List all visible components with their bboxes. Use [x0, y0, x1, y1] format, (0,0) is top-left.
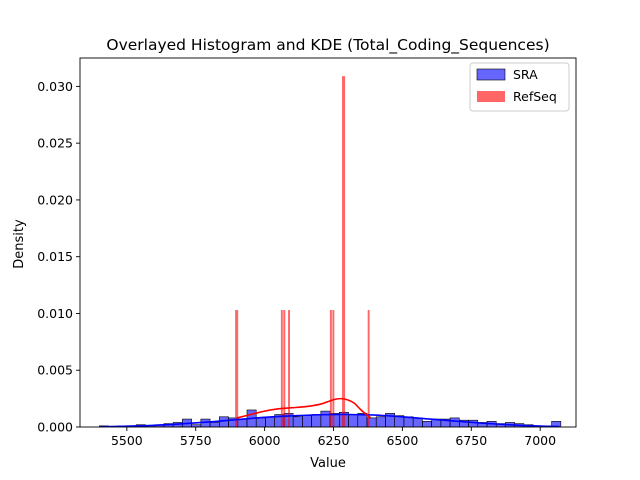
legend-swatch-sra: [476, 68, 506, 81]
refseq-bar: [342, 76, 346, 427]
y-tick-label: 0.000: [37, 420, 73, 435]
sra-bar: [348, 414, 359, 427]
legend-label-sra: SRA: [513, 67, 538, 82]
sra-bar: [468, 419, 479, 427]
sra-bar: [449, 417, 460, 427]
sra-bar: [265, 416, 275, 427]
legend-swatch-refseq: [477, 91, 505, 102]
x-tick-label: 5750: [180, 433, 212, 448]
y-tick-label: 0.020: [37, 192, 73, 207]
x-tick-label: 6500: [386, 433, 418, 448]
chart-title: Overlayed Histogram and KDE (Total_Codin…: [106, 36, 549, 55]
sra-bar: [255, 417, 266, 427]
refseq-bar: [235, 310, 239, 427]
y-axis-label: Density: [12, 219, 27, 269]
sra-bar: [412, 417, 423, 427]
x-tick-label: 6750: [455, 433, 487, 448]
x-tick-label: 5500: [111, 433, 143, 448]
x-tick-label: 7000: [524, 433, 556, 448]
axes-frame: [79, 57, 577, 428]
refseq-kde-line: [236, 397, 372, 419]
axes: 5500 5750 6000 6250 6500 6750 7000 0.000 0.005 0.…: [37, 57, 577, 448]
sra-bar: [375, 416, 386, 427]
refseq-bar: [288, 310, 290, 427]
y-tick-label: 0.030: [37, 79, 73, 94]
x-tick-label: 6000: [249, 433, 281, 448]
sra-bar: [209, 422, 220, 427]
y-tick-label: 0.005: [37, 363, 73, 378]
y-tick-label: 0.025: [37, 136, 73, 151]
y-tick-label: 0.015: [37, 249, 73, 264]
sra-kde-line: [99, 413, 560, 427]
sra-bar: [292, 416, 303, 427]
sra-bar: [218, 416, 229, 427]
legend: SRA RefSeq: [469, 62, 570, 112]
x-axis-label: Value: [310, 456, 346, 471]
refseq-bar: [332, 310, 335, 427]
sra-bar: [551, 421, 562, 427]
y-tick-label: 0.010: [37, 306, 73, 321]
refseq-bar: [283, 310, 286, 427]
legend-label-refseq: RefSeq: [513, 89, 557, 104]
sra-bar: [311, 414, 322, 427]
refseq-bar: [280, 310, 283, 427]
plot-area: [98, 76, 562, 427]
x-tick-label: 6250: [318, 433, 350, 448]
sra-bar: [422, 421, 432, 427]
sra-bar: [320, 410, 331, 427]
sra-bar: [302, 415, 312, 427]
refseq-bar: [329, 310, 332, 427]
refseq-bar: [367, 310, 370, 427]
